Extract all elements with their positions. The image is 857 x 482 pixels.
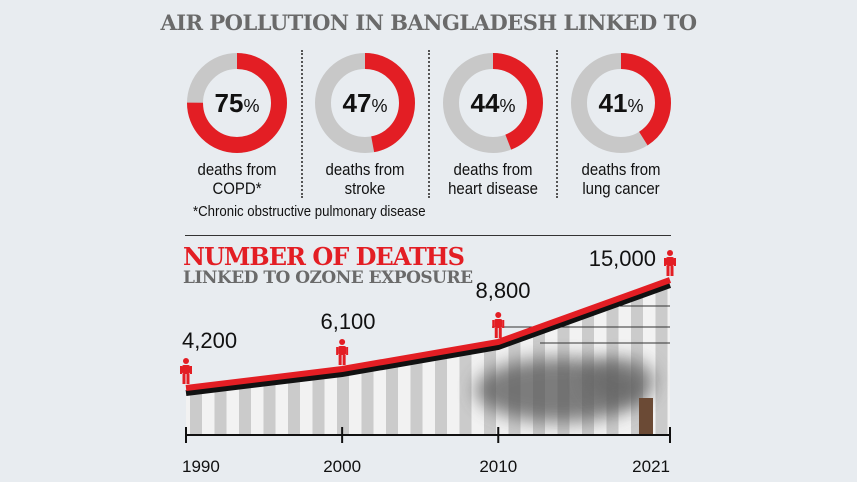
stripe bbox=[288, 284, 300, 435]
label-line: deaths from bbox=[453, 160, 533, 179]
chart-subtitle: LINKED TO OZONE EXPOSURE bbox=[183, 268, 473, 288]
donut-share bbox=[315, 53, 415, 153]
donut-share bbox=[443, 53, 543, 153]
x-tick-label: 2000 bbox=[323, 457, 361, 476]
percent-unit: % bbox=[627, 96, 643, 116]
donut-share bbox=[571, 53, 671, 153]
label-line: heart disease bbox=[448, 179, 538, 198]
section-divider bbox=[185, 235, 671, 236]
donut-label: deaths from COPD* bbox=[181, 160, 294, 198]
donut-value: 41% bbox=[599, 88, 644, 118]
label-line: COPD* bbox=[212, 179, 262, 198]
data-label: 8,800 bbox=[475, 278, 530, 303]
x-tick-label: 1990 bbox=[182, 457, 220, 476]
chart-title: NUMBER OF DEATHS bbox=[183, 242, 465, 271]
label-line: lung cancer bbox=[582, 179, 660, 198]
data-label: 4,200 bbox=[182, 328, 237, 353]
person-icon bbox=[664, 250, 676, 276]
stripe bbox=[263, 284, 276, 435]
donut-charts: 75% 47% 44% 41% bbox=[187, 53, 671, 153]
divider bbox=[428, 50, 430, 198]
donut-label: deaths from lung cancer bbox=[565, 160, 678, 198]
stripe bbox=[655, 284, 668, 435]
donut: 41% bbox=[571, 53, 671, 153]
donut-label: deaths from heart disease bbox=[437, 160, 550, 198]
person-icon bbox=[336, 339, 349, 365]
data-label: 15,000 bbox=[589, 246, 656, 271]
deaths-line bbox=[185, 277, 672, 391]
percent-unit: % bbox=[243, 96, 259, 116]
stripe bbox=[239, 284, 251, 435]
label-line: stroke bbox=[344, 179, 386, 198]
donut: 75% bbox=[187, 53, 287, 153]
stripe bbox=[386, 284, 398, 435]
label-line: deaths from bbox=[197, 160, 277, 179]
footnote: *Chronic obstructive pulmonary disease bbox=[193, 203, 426, 220]
stripe bbox=[312, 284, 325, 435]
smoke bbox=[585, 358, 655, 402]
donut-label: deaths from stroke bbox=[309, 160, 422, 198]
stripe bbox=[361, 284, 374, 435]
person-icon bbox=[180, 358, 192, 384]
data-label: 6,100 bbox=[320, 309, 375, 334]
chimney bbox=[639, 398, 653, 435]
percent-unit: % bbox=[371, 96, 387, 116]
divider bbox=[301, 50, 303, 198]
donut: 47% bbox=[315, 53, 415, 153]
divider bbox=[556, 50, 558, 198]
infographic-title: AIR POLLUTION IN BANGLADESH LINKED TO bbox=[160, 10, 698, 35]
donut: 44% bbox=[443, 53, 543, 153]
donut-share bbox=[187, 53, 287, 153]
label-line: deaths from bbox=[581, 160, 661, 179]
person-icon bbox=[492, 312, 505, 338]
line-shadow bbox=[185, 282, 672, 396]
label-line: deaths from bbox=[325, 160, 405, 179]
percent-unit: % bbox=[499, 96, 515, 116]
x-tick-label: 2010 bbox=[479, 457, 517, 476]
x-tick-label: 2021 bbox=[632, 457, 670, 476]
